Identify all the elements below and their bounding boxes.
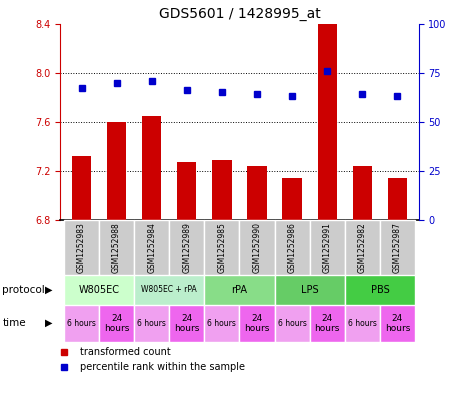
Bar [99,305,134,342]
Bar [380,220,415,275]
Bar [169,305,205,342]
Text: 24
hours: 24 hours [244,314,270,333]
Bar [247,166,267,220]
Text: rPA: rPA [232,285,247,295]
Text: time: time [2,318,26,328]
Bar [274,220,310,275]
Bar [134,305,169,342]
Text: GSM1252986: GSM1252986 [288,222,297,273]
Text: 24
hours: 24 hours [104,314,129,333]
Bar [380,305,415,342]
Text: 6 hours: 6 hours [278,319,306,328]
Text: LPS: LPS [301,285,319,295]
Text: protocol: protocol [2,285,45,295]
Bar [134,275,205,305]
Text: GSM1252990: GSM1252990 [252,222,261,273]
Bar [205,220,239,275]
Bar [212,160,232,220]
Text: GSM1252985: GSM1252985 [218,222,226,273]
Text: GSM1252989: GSM1252989 [182,222,191,273]
Text: transformed count: transformed count [80,347,171,357]
Bar [345,275,415,305]
Bar [64,305,99,342]
Text: 24
hours: 24 hours [174,314,199,333]
Bar [177,162,197,220]
Text: GSM1252988: GSM1252988 [112,222,121,273]
Bar [352,166,372,220]
Bar [239,220,274,275]
Bar [142,116,161,220]
Bar [72,156,91,220]
Text: 6 hours: 6 hours [348,319,377,328]
Bar [107,122,126,220]
Text: percentile rank within the sample: percentile rank within the sample [80,362,245,373]
Bar [345,220,380,275]
Text: 24
hours: 24 hours [314,314,340,333]
Text: ▶: ▶ [45,285,52,295]
Text: 24
hours: 24 hours [385,314,410,333]
Bar [169,220,205,275]
Text: W805EC + rPA: W805EC + rPA [141,285,197,294]
Text: PBS: PBS [371,285,389,295]
Bar [64,275,134,305]
Bar [239,305,274,342]
Bar [310,220,345,275]
Bar [274,305,310,342]
Bar [205,305,239,342]
Text: GSM1252987: GSM1252987 [393,222,402,273]
Bar [318,0,337,220]
Bar [310,305,345,342]
Bar [282,178,302,220]
Text: W805EC: W805EC [79,285,120,295]
Bar [99,220,134,275]
Bar [274,275,345,305]
Title: GDS5601 / 1428995_at: GDS5601 / 1428995_at [159,7,320,21]
Text: 6 hours: 6 hours [67,319,96,328]
Text: 6 hours: 6 hours [207,319,236,328]
Text: GSM1252991: GSM1252991 [323,222,332,273]
Bar [64,220,99,275]
Text: GSM1252984: GSM1252984 [147,222,156,273]
Text: GSM1252983: GSM1252983 [77,222,86,273]
Text: 6 hours: 6 hours [137,319,166,328]
Bar [134,220,169,275]
Bar [388,178,407,220]
Bar [205,275,274,305]
Text: GSM1252982: GSM1252982 [358,222,367,273]
Bar [345,305,380,342]
Text: ▶: ▶ [45,318,52,328]
